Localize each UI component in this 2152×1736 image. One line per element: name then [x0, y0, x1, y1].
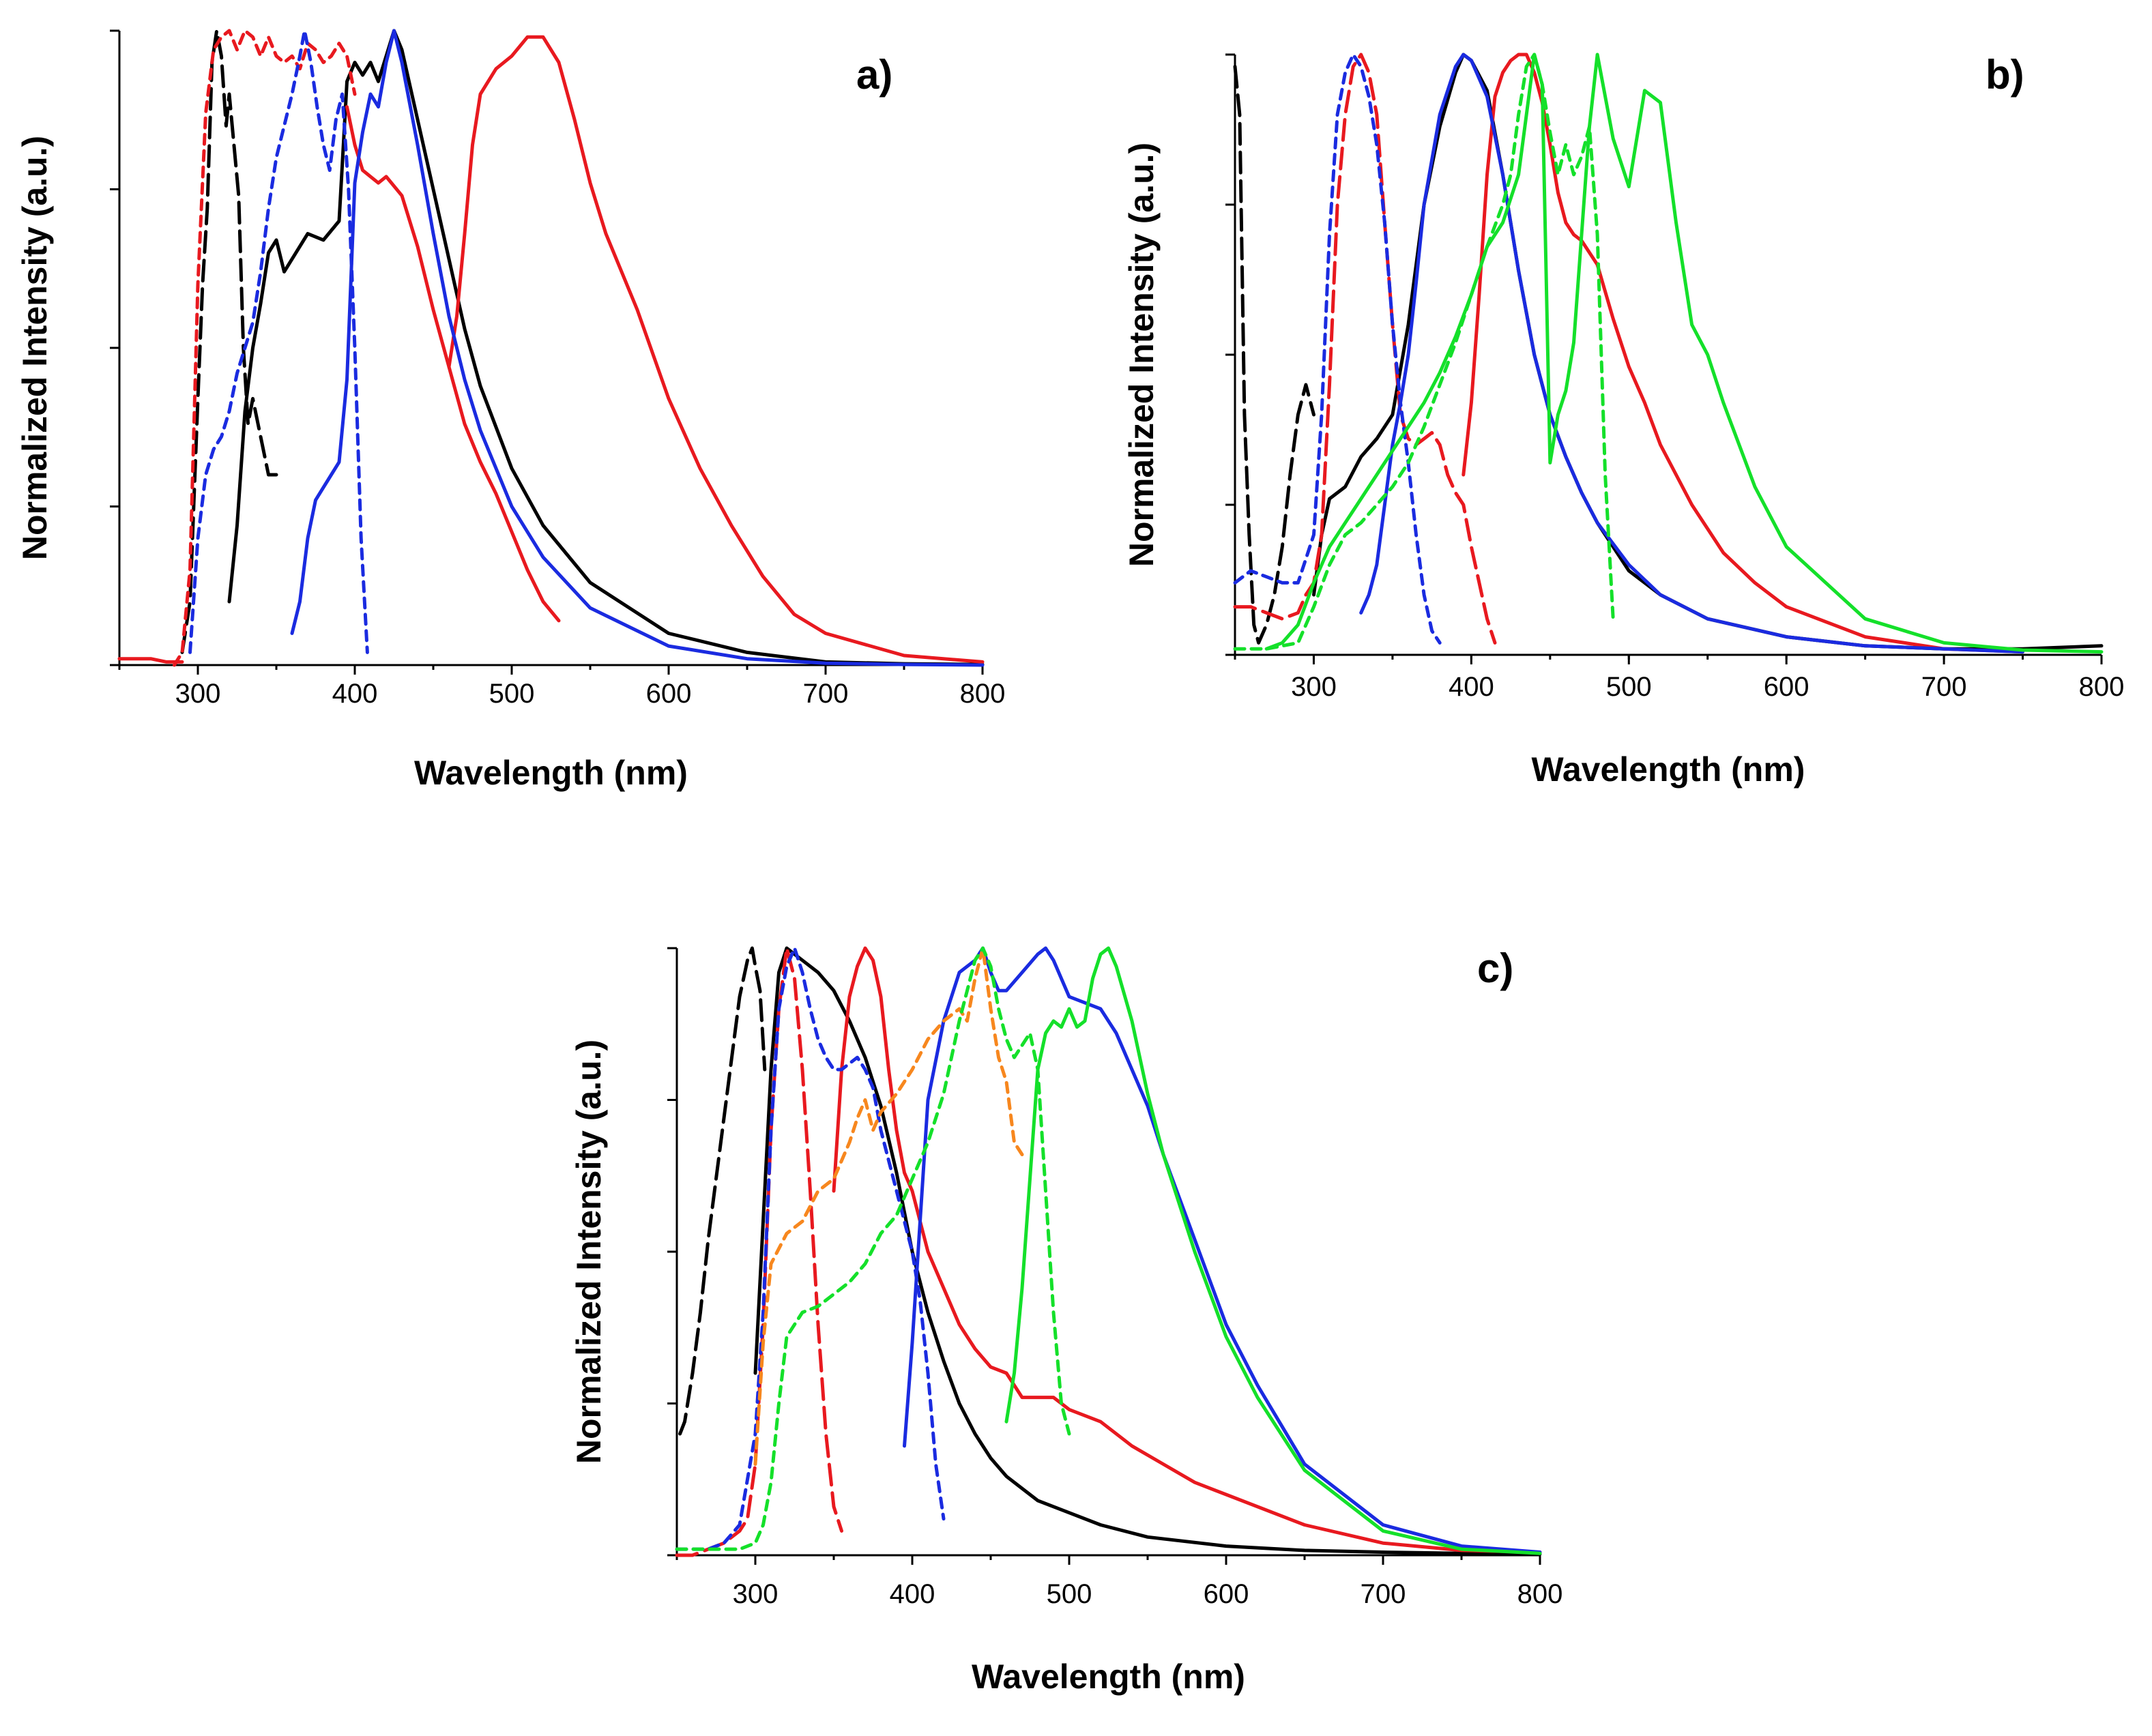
- series-black-solid: [227, 29, 985, 666]
- panel-label: a): [856, 52, 892, 98]
- series-red-solid: [832, 946, 1542, 1554]
- chart-a-svg: 300 400 500 600 700 800 Wavelength (nm) Normali…: [16, 29, 1006, 792]
- chart-c-svg: 300 400 500 600 700 800 Wavelength (nm) Normali…: [570, 945, 1563, 1696]
- series-green-short: [675, 946, 1071, 1551]
- x-tick-label: 700: [803, 679, 849, 709]
- series-blue-short: [1233, 53, 1442, 645]
- x-tick-label: 800: [2079, 672, 2125, 702]
- series-red-solid: [447, 35, 985, 664]
- x-tick-label: 300: [1291, 672, 1337, 702]
- x-tick-label: 400: [332, 679, 378, 709]
- series-red-solid: [117, 657, 184, 664]
- chart-b-svg: 300 400 500 600 700 800 Wavelength (nm) Normali…: [1122, 52, 2125, 789]
- y-axis-label: Normalized Intensity (a.u.): [16, 136, 54, 560]
- x-axis-label: Wavelength (nm): [1532, 750, 1805, 789]
- y-axis-label: Normalized Intensity (a.u.): [570, 1040, 608, 1464]
- series-black-long: [180, 29, 278, 654]
- series-red-long: [1233, 53, 1497, 645]
- series-green-solid: [1004, 946, 1542, 1555]
- x-tick-label: 500: [1606, 672, 1652, 702]
- series-green-short: [1233, 53, 1615, 651]
- x-tick-label: 700: [1361, 1579, 1406, 1609]
- series-black-long: [1233, 65, 1315, 645]
- x-tick-label: 600: [1764, 672, 1809, 702]
- panel-label: c): [1477, 945, 1513, 991]
- panel-label: b): [1986, 52, 2024, 98]
- x-axis-label: Wavelength (nm): [972, 1658, 1245, 1696]
- x-tick-label: 400: [1449, 672, 1494, 702]
- series-blue-short: [675, 946, 946, 1551]
- x-tick-label: 500: [489, 679, 535, 709]
- chart-panel-c: 300 400 500 600 700 800 Wavelength (nm) Normali…: [559, 914, 1606, 1736]
- chart-panel-a: 300 400 500 600 700 800 Wavelength (nm) Normali…: [0, 0, 1078, 819]
- series-red-solid: [1462, 53, 2024, 654]
- y-axis-label: Normalized Intensity (a.u.): [1122, 143, 1161, 567]
- x-axis-label: Wavelength (nm): [414, 754, 688, 792]
- series-orange-short: [753, 946, 1024, 1466]
- series-red-solid: [345, 105, 561, 623]
- x-tick-label: 500: [1047, 1579, 1092, 1609]
- series-blue-solid: [903, 946, 1542, 1554]
- x-tick-label: 300: [175, 679, 221, 709]
- x-tick-label: 800: [1517, 1579, 1563, 1609]
- x-tick-label: 300: [733, 1579, 779, 1609]
- x-tick-label: 700: [1921, 672, 1967, 702]
- series-black-long: [678, 946, 767, 1436]
- chart-panel-b: 300 400 500 600 700 800 Wavelength (nm) Normali…: [1105, 0, 2152, 819]
- series-green-solid: [1264, 53, 2104, 654]
- series-blue-solid: [1359, 53, 2024, 654]
- x-tick-label: 400: [890, 1579, 935, 1609]
- series-red-short: [173, 29, 357, 667]
- series-blue-short: [188, 29, 369, 654]
- x-tick-label: 800: [960, 679, 1006, 709]
- series-blue-solid: [290, 29, 985, 667]
- x-tick-label: 600: [1204, 1579, 1249, 1609]
- x-tick-label: 600: [646, 679, 692, 709]
